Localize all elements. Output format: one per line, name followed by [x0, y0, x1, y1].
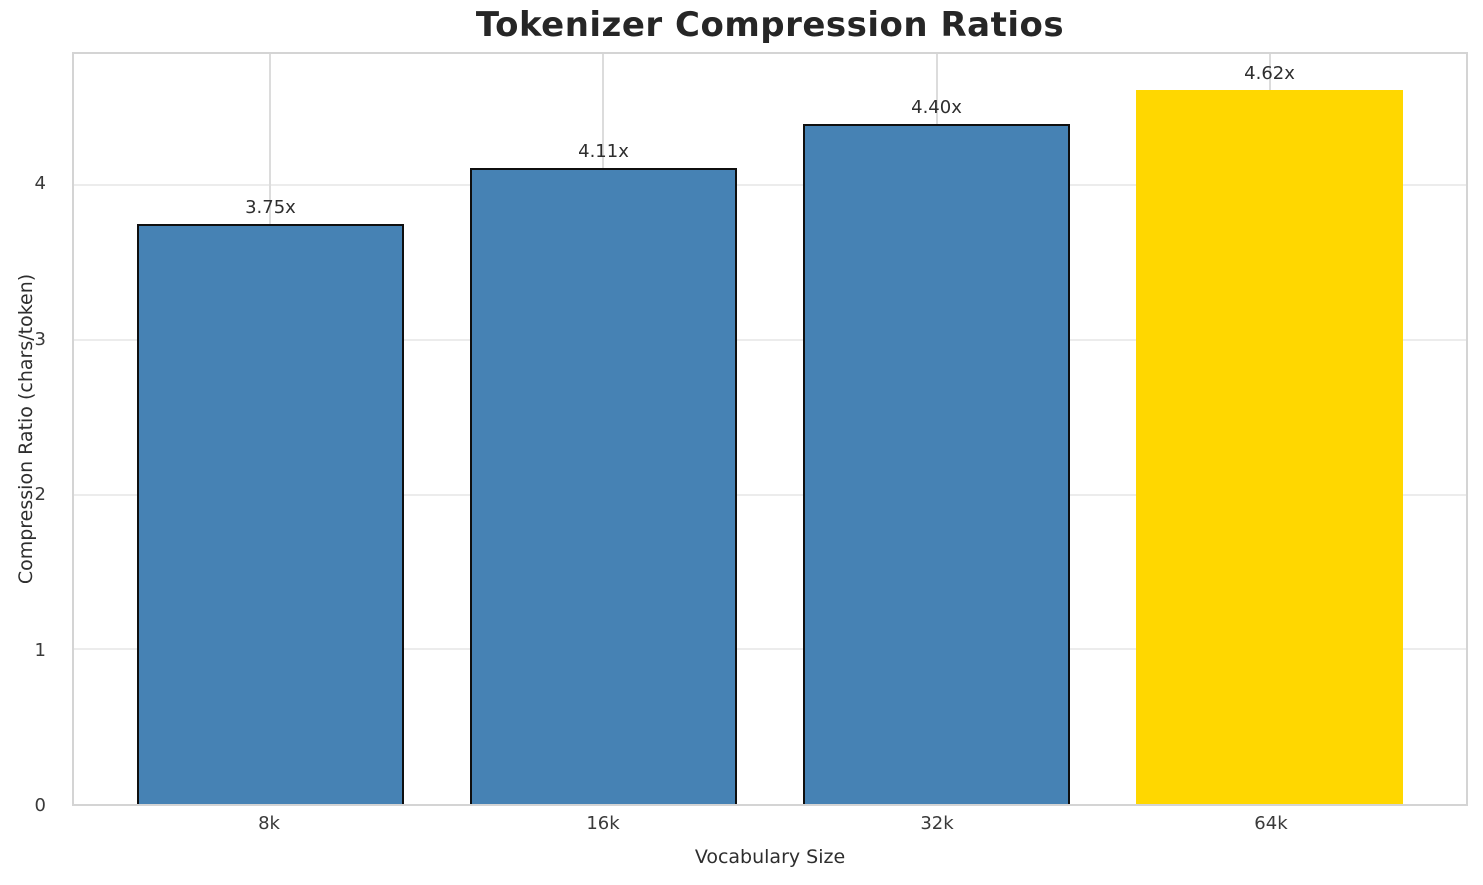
x-tick-label-16k: 16k	[586, 813, 620, 834]
x-axis-ticks: 8k 16k 32k 64k	[72, 813, 1468, 839]
h-gridline-3	[74, 339, 1466, 342]
bar-value-label-64k: 4.62x	[1244, 62, 1295, 84]
y-axis-ticks: 0 1 2 3 4	[0, 52, 60, 816]
bar-value-label-8k: 3.75x	[245, 197, 296, 219]
h-gridline-4	[74, 184, 1466, 187]
h-gridline-2	[74, 493, 1466, 496]
bar-value-label-16k: 4.11x	[578, 141, 629, 163]
x-tick-label-32k: 32k	[920, 813, 954, 834]
y-tick-label-3: 3	[34, 328, 46, 350]
plot-area: 3.75x 4.11x 4.40x 4.62x	[72, 52, 1468, 806]
bar-64k	[1136, 89, 1403, 804]
chart-title: Tokenizer Compression Ratios	[475, 5, 1065, 45]
x-axis-label: Vocabulary Size	[694, 846, 846, 868]
bar-16k	[470, 168, 737, 804]
y-tick-label-0: 0	[34, 795, 46, 816]
x-tick-label-64k: 64k	[1254, 813, 1288, 834]
x-tick-label-8k: 8k	[258, 813, 280, 834]
h-gridline-1	[74, 648, 1466, 651]
bar-32k	[803, 123, 1070, 804]
bar-value-label-32k: 4.40x	[911, 96, 962, 118]
y-tick-label-1: 1	[34, 639, 46, 661]
y-tick-label-2: 2	[34, 484, 46, 506]
y-tick-label-4: 4	[34, 173, 46, 195]
bar-8k	[137, 224, 404, 804]
